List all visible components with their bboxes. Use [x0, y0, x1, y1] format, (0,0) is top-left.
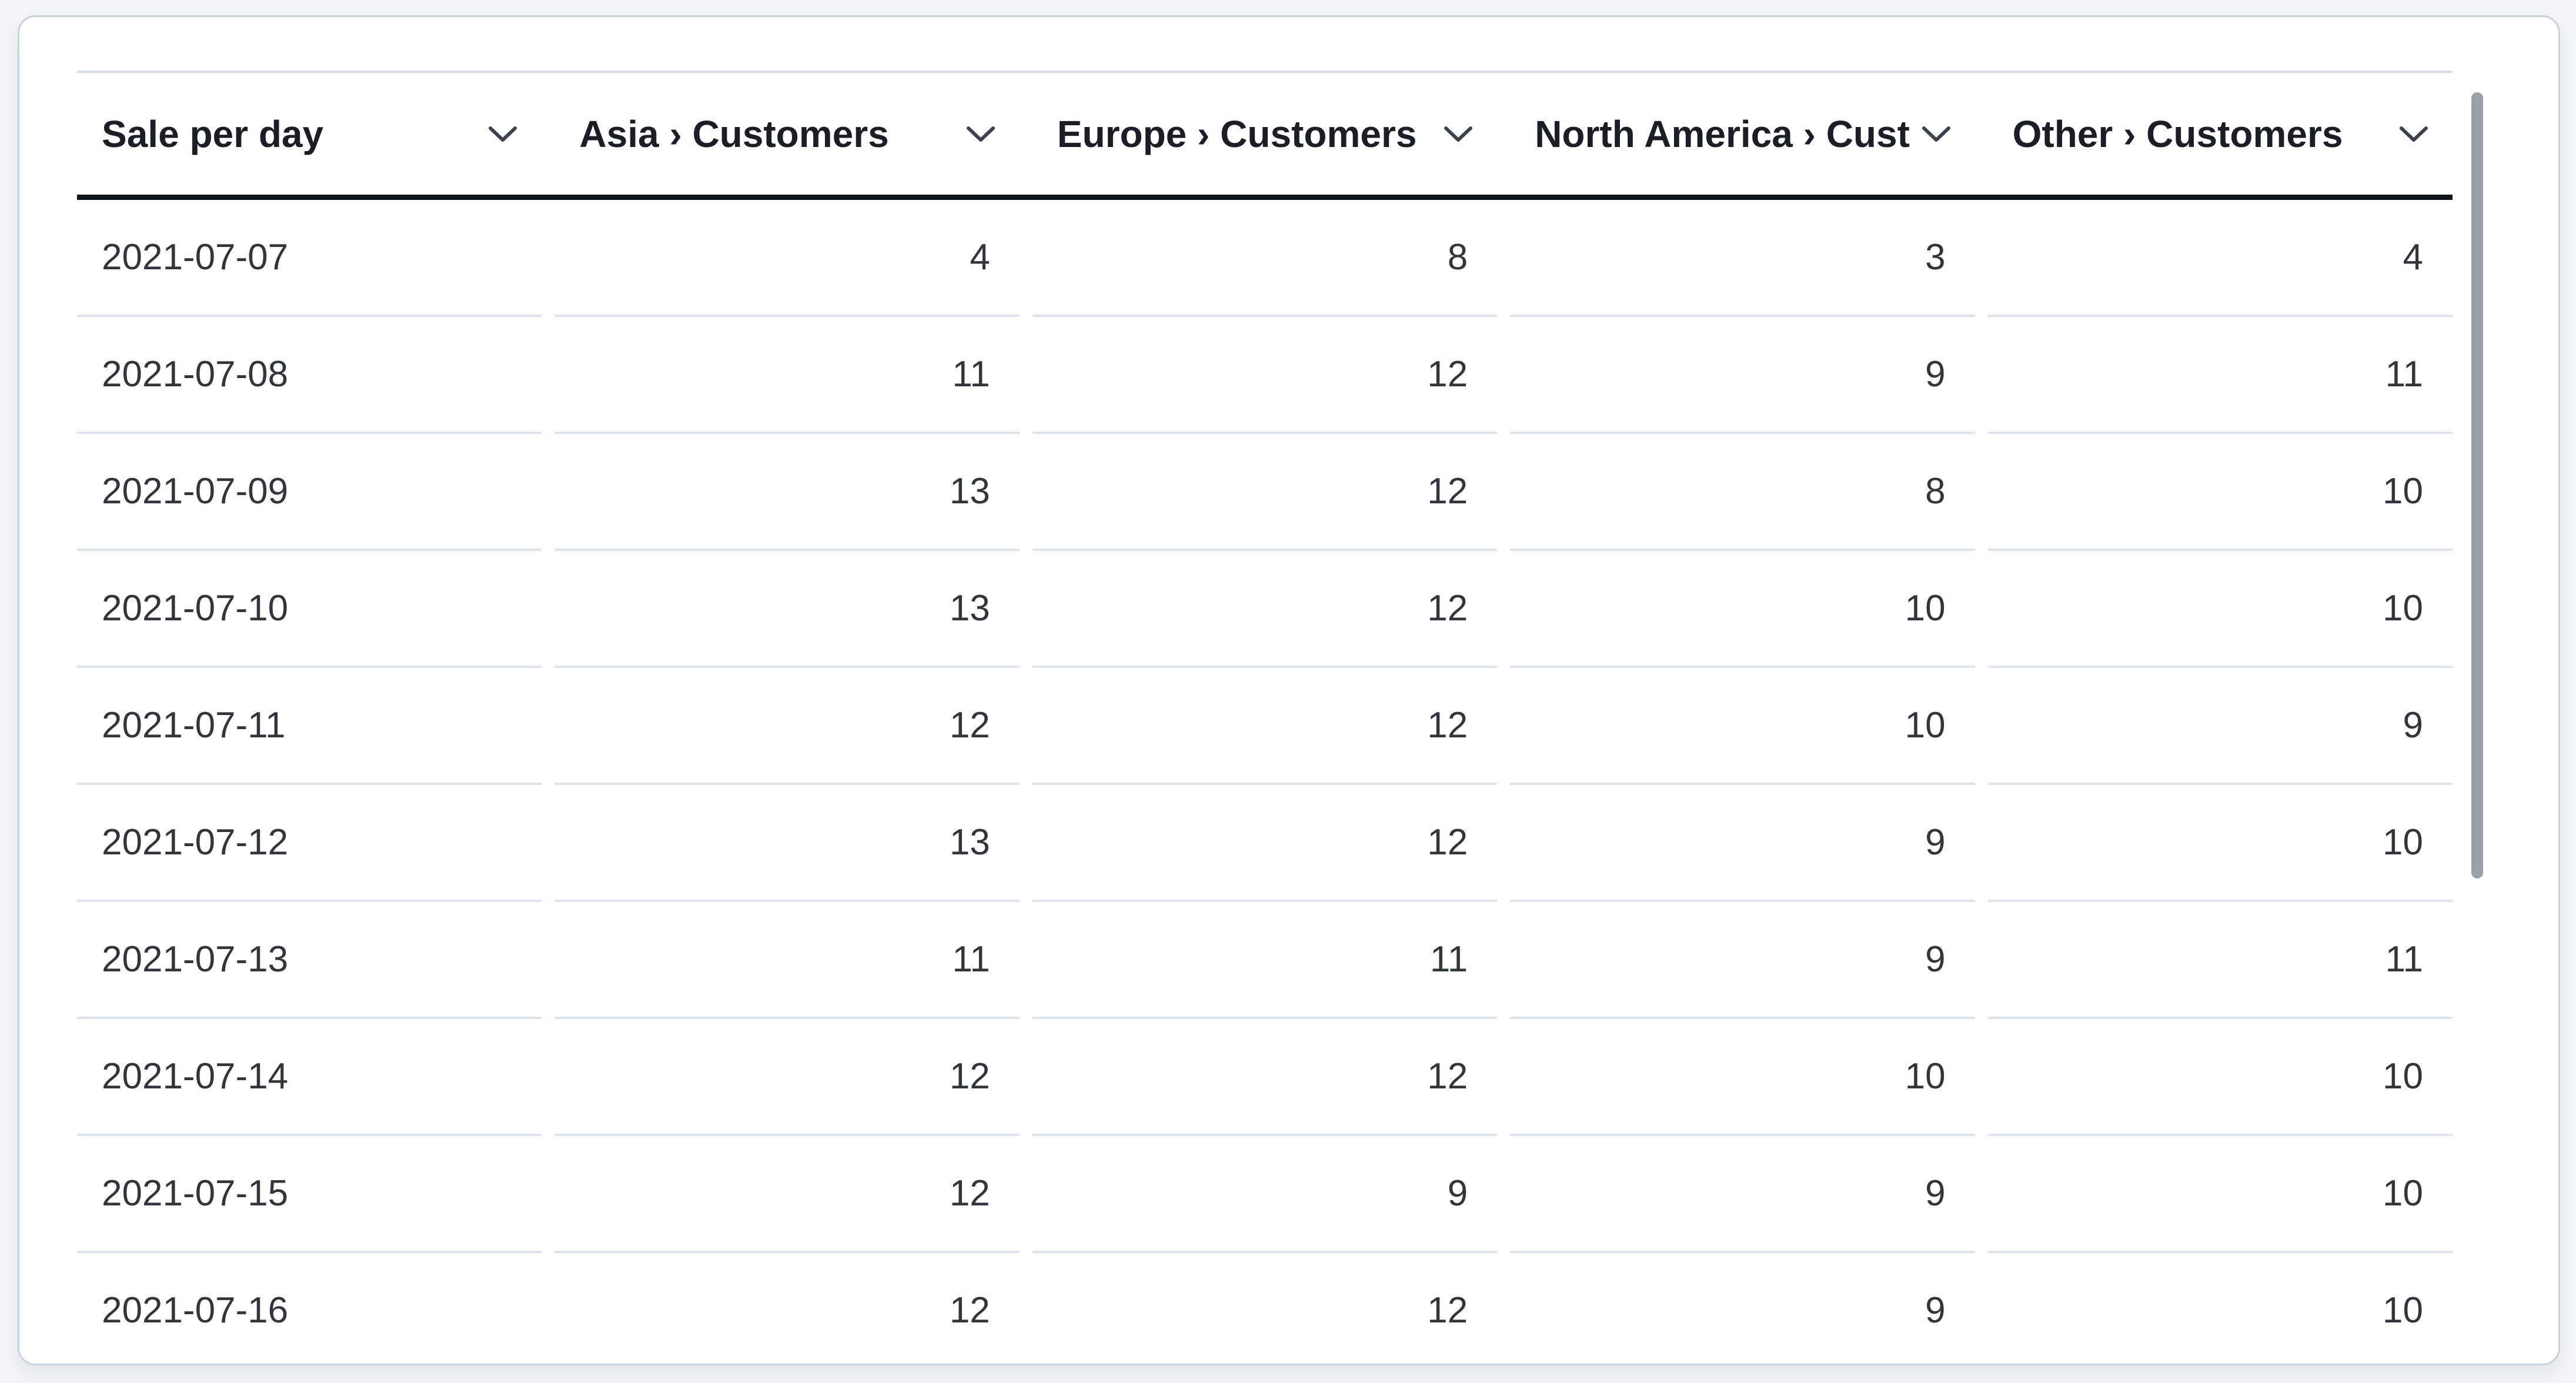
cell-value[interactable]: 10: [1510, 668, 1975, 785]
column-header-label: Other › Customers: [2012, 112, 2343, 155]
cell-value[interactable]: 12: [1032, 434, 1498, 551]
cell-value[interactable]: 10: [1987, 434, 2453, 551]
column-header-asia-customers[interactable]: Asia › Customers: [554, 73, 1019, 195]
table-header-row: Sale per day Asia › Customers Europe › C…: [77, 71, 2453, 200]
cell-date[interactable]: 2021-07-14: [77, 1019, 542, 1136]
cell-value[interactable]: 12: [1033, 1253, 1497, 1364]
cell-value[interactable]: 9: [1987, 668, 2453, 785]
column-header-other-customers[interactable]: Other › Customers: [1988, 73, 2453, 195]
column-header-europe-customers[interactable]: Europe › Customers: [1033, 73, 1497, 195]
chevron-down-icon[interactable]: [1921, 125, 1952, 143]
cell-value[interactable]: 9: [1510, 1136, 1975, 1253]
cell-value[interactable]: 3: [1510, 200, 1975, 317]
table-row: 2021-07-08 11 12 9 11: [77, 317, 2453, 434]
table-row: 2021-07-10 13 12 10 10: [77, 551, 2453, 668]
cell-date[interactable]: 2021-07-10: [77, 551, 542, 668]
vertical-scrollbar[interactable]: [2471, 92, 2483, 878]
cell-date[interactable]: 2021-07-09: [77, 434, 542, 551]
column-header-sale-per-day[interactable]: Sale per day: [77, 73, 542, 195]
cell-value[interactable]: 10: [1987, 551, 2453, 668]
cell-value[interactable]: 10: [1988, 1253, 2453, 1364]
cell-value[interactable]: 8: [1510, 434, 1975, 551]
chevron-down-icon[interactable]: [1443, 125, 1474, 143]
column-header-north-america-customers[interactable]: North America › Customers: [1510, 73, 1974, 195]
cell-value[interactable]: 12: [554, 1136, 1020, 1253]
cell-value[interactable]: 10: [1987, 785, 2453, 902]
cell-value[interactable]: 11: [554, 317, 1020, 434]
cell-value[interactable]: 4: [1987, 200, 2453, 317]
table-row: 2021-07-07 4 8 3 4: [77, 200, 2453, 317]
column-header-label: Sale per day: [102, 112, 324, 155]
data-table: Sale per day Asia › Customers Europe › C…: [77, 71, 2453, 1364]
table-row: 2021-07-12 13 12 9 10: [77, 785, 2453, 902]
cell-date[interactable]: 2021-07-15: [77, 1136, 542, 1253]
cell-value[interactable]: 12: [1032, 317, 1498, 434]
column-header-label: North America › Customers: [1535, 112, 1910, 155]
cell-value[interactable]: 12: [1032, 785, 1498, 902]
cell-value[interactable]: 9: [1510, 1253, 1974, 1364]
cell-date[interactable]: 2021-07-16: [77, 1253, 542, 1364]
cell-date[interactable]: 2021-07-13: [77, 902, 542, 1019]
table-row: 2021-07-09 13 12 8 10: [77, 434, 2453, 551]
chevron-down-icon[interactable]: [487, 125, 518, 143]
cell-date[interactable]: 2021-07-11: [77, 668, 542, 785]
cell-value[interactable]: 8: [1032, 200, 1498, 317]
cell-value[interactable]: 4: [554, 200, 1020, 317]
table-row: 2021-07-16 12 12 9 10: [77, 1253, 2453, 1364]
cell-value[interactable]: 13: [554, 551, 1020, 668]
table-row: 2021-07-11 12 12 10 9: [77, 668, 2453, 785]
cell-value[interactable]: 13: [554, 434, 1020, 551]
table-card: Sale per day Asia › Customers Europe › C…: [18, 15, 2560, 1365]
chevron-down-icon[interactable]: [2398, 125, 2429, 143]
cell-value[interactable]: 12: [1032, 1019, 1498, 1136]
column-header-label: Europe › Customers: [1057, 112, 1417, 155]
cell-value[interactable]: 9: [1032, 1136, 1498, 1253]
column-header-label: Asia › Customers: [579, 112, 889, 155]
cell-value[interactable]: 12: [554, 668, 1020, 785]
cell-date[interactable]: 2021-07-07: [77, 200, 542, 317]
cell-value[interactable]: 10: [1987, 1019, 2453, 1136]
cell-value[interactable]: 10: [1510, 1019, 1975, 1136]
cell-value[interactable]: 11: [1032, 902, 1498, 1019]
table-row: 2021-07-13 11 11 9 11: [77, 902, 2453, 1019]
cell-value[interactable]: 10: [1510, 551, 1975, 668]
cell-value[interactable]: 10: [1987, 1136, 2453, 1253]
cell-value[interactable]: 11: [554, 902, 1020, 1019]
cell-value[interactable]: 11: [1987, 902, 2453, 1019]
cell-value[interactable]: 12: [1032, 668, 1498, 785]
table-row: 2021-07-14 12 12 10 10: [77, 1019, 2453, 1136]
table-row: 2021-07-15 12 9 9 10: [77, 1136, 2453, 1253]
cell-value[interactable]: 11: [1987, 317, 2453, 434]
cell-value[interactable]: 12: [554, 1019, 1020, 1136]
cell-value[interactable]: 9: [1510, 902, 1975, 1019]
cell-value[interactable]: 9: [1510, 785, 1975, 902]
cell-value[interactable]: 12: [554, 1253, 1019, 1364]
chevron-down-icon[interactable]: [965, 125, 996, 143]
cell-value[interactable]: 9: [1510, 317, 1975, 434]
cell-value[interactable]: 12: [1032, 551, 1498, 668]
cell-value[interactable]: 13: [554, 785, 1020, 902]
cell-date[interactable]: 2021-07-08: [77, 317, 542, 434]
cell-date[interactable]: 2021-07-12: [77, 785, 542, 902]
